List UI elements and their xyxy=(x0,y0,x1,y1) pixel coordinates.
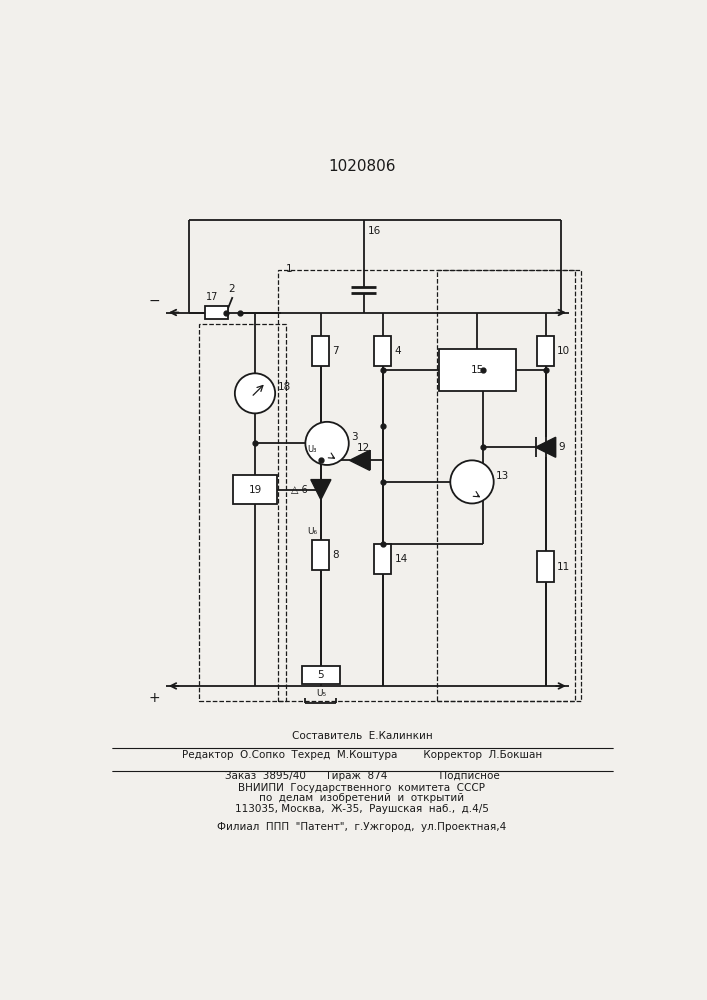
Text: 10: 10 xyxy=(557,346,571,356)
Text: 113035, Москва,  Ж-35,  Раушская  наб.,  д.4/5: 113035, Москва, Ж-35, Раушская наб., д.4… xyxy=(235,804,489,814)
Text: 3: 3 xyxy=(351,432,358,442)
Text: U₃: U₃ xyxy=(308,445,317,454)
Circle shape xyxy=(450,460,493,503)
Bar xyxy=(233,475,276,504)
Text: 8: 8 xyxy=(332,550,339,560)
Text: 14: 14 xyxy=(395,554,408,564)
Bar xyxy=(537,551,554,582)
Text: 1020806: 1020806 xyxy=(328,159,396,174)
Bar xyxy=(312,336,329,366)
Text: 19: 19 xyxy=(248,485,262,495)
Bar xyxy=(374,544,392,574)
Text: ВНИИПИ  Государственного  комитета  СССР: ВНИИПИ Государственного комитета СССР xyxy=(238,783,486,793)
Bar xyxy=(437,270,575,701)
Circle shape xyxy=(305,422,349,465)
Polygon shape xyxy=(535,437,556,457)
Bar xyxy=(312,540,329,570)
Text: 2: 2 xyxy=(228,284,235,294)
Text: 17: 17 xyxy=(206,292,218,302)
Bar xyxy=(537,336,554,366)
Bar xyxy=(204,306,228,319)
Text: 9: 9 xyxy=(559,442,566,452)
Bar xyxy=(301,666,340,684)
Polygon shape xyxy=(311,480,331,500)
Text: 15: 15 xyxy=(471,365,484,375)
Text: Заказ  3895/40      Тираж  874                Подписное: Заказ 3895/40 Тираж 874 Подписное xyxy=(225,771,499,781)
Bar xyxy=(199,324,286,701)
Text: Филиал  ППП  "Патент",  г.Ужгород,  ул.Проектная,4: Филиал ППП "Патент", г.Ужгород, ул.Проек… xyxy=(217,822,507,832)
Bar xyxy=(438,349,516,391)
Bar xyxy=(279,270,580,701)
Text: 7: 7 xyxy=(332,346,339,356)
Polygon shape xyxy=(349,450,370,470)
Text: Редактор  О.Сопко  Техред  М.Коштура        Корректор  Л.Бокшан: Редактор О.Сопко Техред М.Коштура Коррек… xyxy=(182,750,542,760)
Text: 16: 16 xyxy=(368,226,380,236)
Text: 4: 4 xyxy=(395,346,401,356)
Circle shape xyxy=(235,373,275,413)
Text: +: + xyxy=(148,691,160,705)
Text: U₆: U₆ xyxy=(308,527,317,536)
Text: 12: 12 xyxy=(357,443,370,453)
Text: 18: 18 xyxy=(279,382,291,392)
Text: 1: 1 xyxy=(286,264,293,274)
Text: Составитель  Е.Калинкин: Составитель Е.Калинкин xyxy=(291,731,432,741)
Text: △ 6: △ 6 xyxy=(291,485,308,495)
Text: −: − xyxy=(148,294,160,308)
Bar xyxy=(374,336,392,366)
Text: 11: 11 xyxy=(557,562,571,572)
Text: 5: 5 xyxy=(317,670,325,680)
Text: 13: 13 xyxy=(496,471,509,481)
Text: U₅: U₅ xyxy=(316,689,326,698)
Text: по  делам  изобретений  и  открытий: по делам изобретений и открытий xyxy=(259,793,464,803)
